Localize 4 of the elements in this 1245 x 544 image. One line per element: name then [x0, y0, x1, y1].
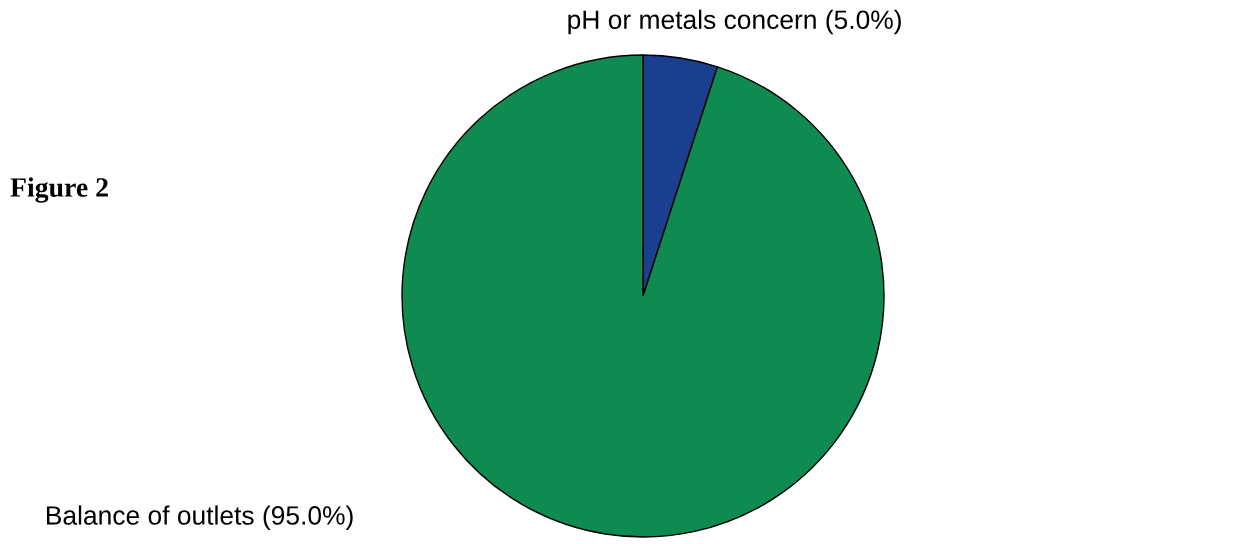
- slice-label: pH or metals concern (5.0%): [568, 9, 901, 35]
- pie-slice: [401, 54, 885, 538]
- text: Figure 2: [10, 177, 108, 203]
- slice-label: Balance of outlets (95.0%): [46, 505, 353, 531]
